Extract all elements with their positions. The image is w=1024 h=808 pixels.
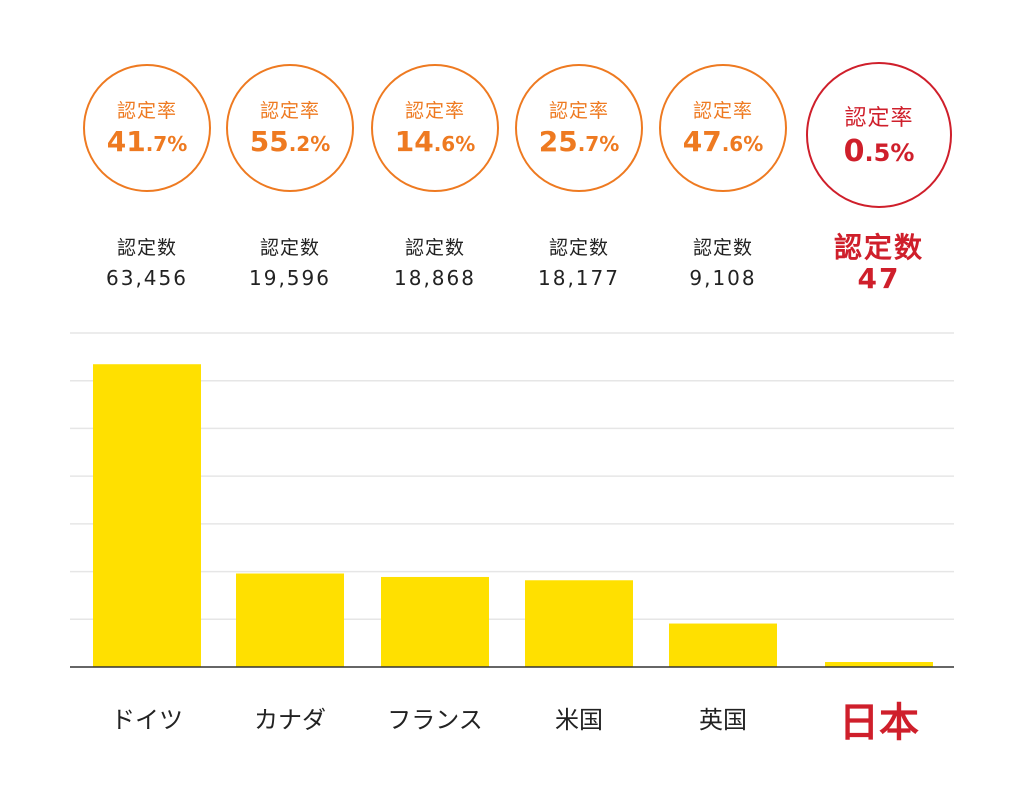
rate-value-decimal: .7%	[145, 132, 188, 156]
rate-badge: 認定率 41.7%	[83, 64, 211, 192]
rate-badge: 認定率 25.7%	[515, 64, 643, 192]
rate-value-integer: 25	[538, 125, 578, 158]
count-label: 認定数	[259, 237, 320, 259]
bar-2	[381, 576, 489, 667]
x-tick-label-usa: 米国	[555, 706, 603, 734]
rate-value-decimal: .6%	[433, 132, 476, 156]
rate-badge-highlight: 認定率 0.5%	[806, 62, 952, 208]
rate-badge: 認定率 47.6%	[659, 64, 787, 192]
rate-value-integer: 14	[394, 125, 434, 158]
bar-3	[525, 580, 633, 667]
count-label: 認定数	[116, 237, 177, 259]
rate-badge: 認定率 14.6%	[371, 64, 499, 192]
rate-value-integer: 55	[249, 125, 289, 158]
x-tick-label-france: フランス	[387, 706, 483, 734]
rate-value-integer: 47	[682, 125, 722, 158]
gridlines	[70, 332, 954, 621]
x-tick-label-japan: 日本	[839, 700, 919, 746]
x-tick-label-germany: ドイツ	[111, 706, 183, 734]
count-value: 9,108	[689, 266, 757, 290]
rate-value-integer: 41	[106, 125, 146, 158]
rate-label: 認定率	[692, 100, 753, 122]
rate-value: 55.2%	[228, 125, 352, 158]
bar-4	[669, 623, 777, 667]
rate-value: 0.5%	[808, 134, 950, 169]
x-tick-label-uk: 英国	[699, 706, 747, 734]
rate-value: 25.7%	[517, 125, 641, 158]
count-value: 19,596	[249, 266, 331, 290]
count-label: 認定数	[404, 237, 465, 259]
bar-0	[93, 364, 201, 667]
rate-label: 認定率	[844, 106, 914, 131]
bar-1	[236, 573, 344, 667]
count-value-highlight: 47	[857, 262, 901, 295]
rate-label: 認定率	[259, 100, 320, 122]
count-value: 63,456	[106, 266, 188, 290]
rate-value-integer: 0	[843, 134, 865, 169]
bar-5	[825, 662, 933, 667]
rate-value: 47.6%	[661, 125, 785, 158]
x-tick-label-canada: カナダ	[254, 706, 326, 734]
rate-value-decimal: .2%	[288, 132, 331, 156]
rate-value-decimal: .7%	[577, 132, 620, 156]
rate-value-decimal: .5%	[864, 139, 915, 167]
rate-value-decimal: .6%	[721, 132, 764, 156]
count-value: 18,177	[538, 266, 620, 290]
rate-label: 認定率	[116, 100, 177, 122]
rate-value: 41.7%	[85, 125, 209, 158]
bars	[93, 364, 933, 667]
rate-value: 14.6%	[373, 125, 497, 158]
rate-label: 認定率	[548, 100, 609, 122]
count-label: 認定数	[548, 237, 609, 259]
rate-label: 認定率	[404, 100, 465, 122]
rate-badge: 認定率 55.2%	[226, 64, 354, 192]
count-label: 認定数	[692, 237, 753, 259]
count-label-highlight: 認定数	[833, 231, 924, 264]
count-value: 18,868	[394, 266, 476, 290]
